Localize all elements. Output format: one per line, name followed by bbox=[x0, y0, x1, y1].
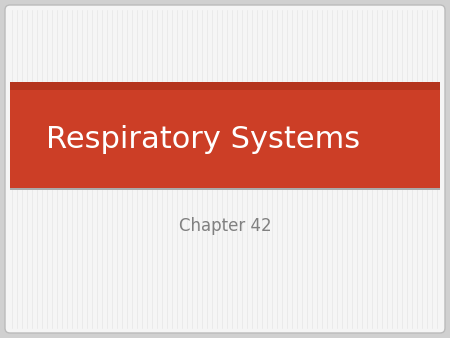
Bar bbox=[10, 82, 440, 90]
Bar bbox=[10, 90, 440, 188]
Text: Respiratory Systems: Respiratory Systems bbox=[46, 124, 360, 153]
FancyBboxPatch shape bbox=[5, 5, 445, 333]
Bar bbox=[10, 188, 440, 190]
Text: Chapter 42: Chapter 42 bbox=[179, 217, 271, 235]
